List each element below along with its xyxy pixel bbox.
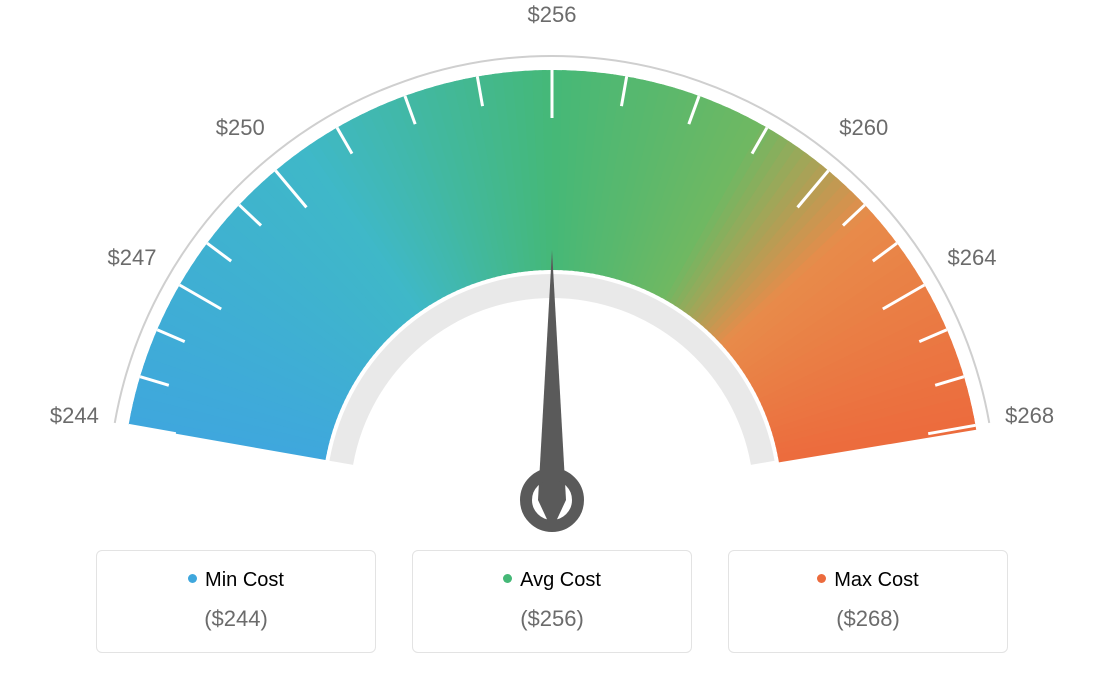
gauge-tick-label: $264 — [948, 245, 997, 271]
gauge-tick-label: $247 — [107, 245, 156, 271]
gauge-svg — [0, 0, 1104, 550]
gauge-tick-label: $268 — [1005, 403, 1054, 429]
legend-card-max: Max Cost ($268) — [728, 550, 1008, 653]
legend-dot-max — [817, 574, 826, 583]
legend-value-avg: ($256) — [423, 606, 681, 632]
gauge-tick-label: $250 — [216, 115, 265, 141]
gauge-tick-label: $260 — [839, 115, 888, 141]
legend-value-max: ($268) — [739, 606, 997, 632]
legend-row: Min Cost ($244) Avg Cost ($256) Max Cost… — [0, 550, 1104, 673]
legend-card-avg: Avg Cost ($256) — [412, 550, 692, 653]
gauge-tick-label: $256 — [528, 2, 577, 28]
legend-title-max: Max Cost — [739, 569, 997, 592]
legend-title-avg: Avg Cost — [423, 569, 681, 592]
legend-label-min: Min Cost — [205, 569, 284, 591]
legend-card-min: Min Cost ($244) — [96, 550, 376, 653]
legend-label-max: Max Cost — [834, 569, 918, 591]
legend-label-avg: Avg Cost — [520, 569, 601, 591]
gauge-chart: $244 $247 $250 $256 $260 $264 $268 — [0, 0, 1104, 550]
legend-title-min: Min Cost — [107, 569, 365, 592]
legend-dot-avg — [503, 574, 512, 583]
legend-dot-min — [188, 574, 197, 583]
gauge-tick-label: $244 — [50, 403, 99, 429]
legend-value-min: ($244) — [107, 606, 365, 632]
